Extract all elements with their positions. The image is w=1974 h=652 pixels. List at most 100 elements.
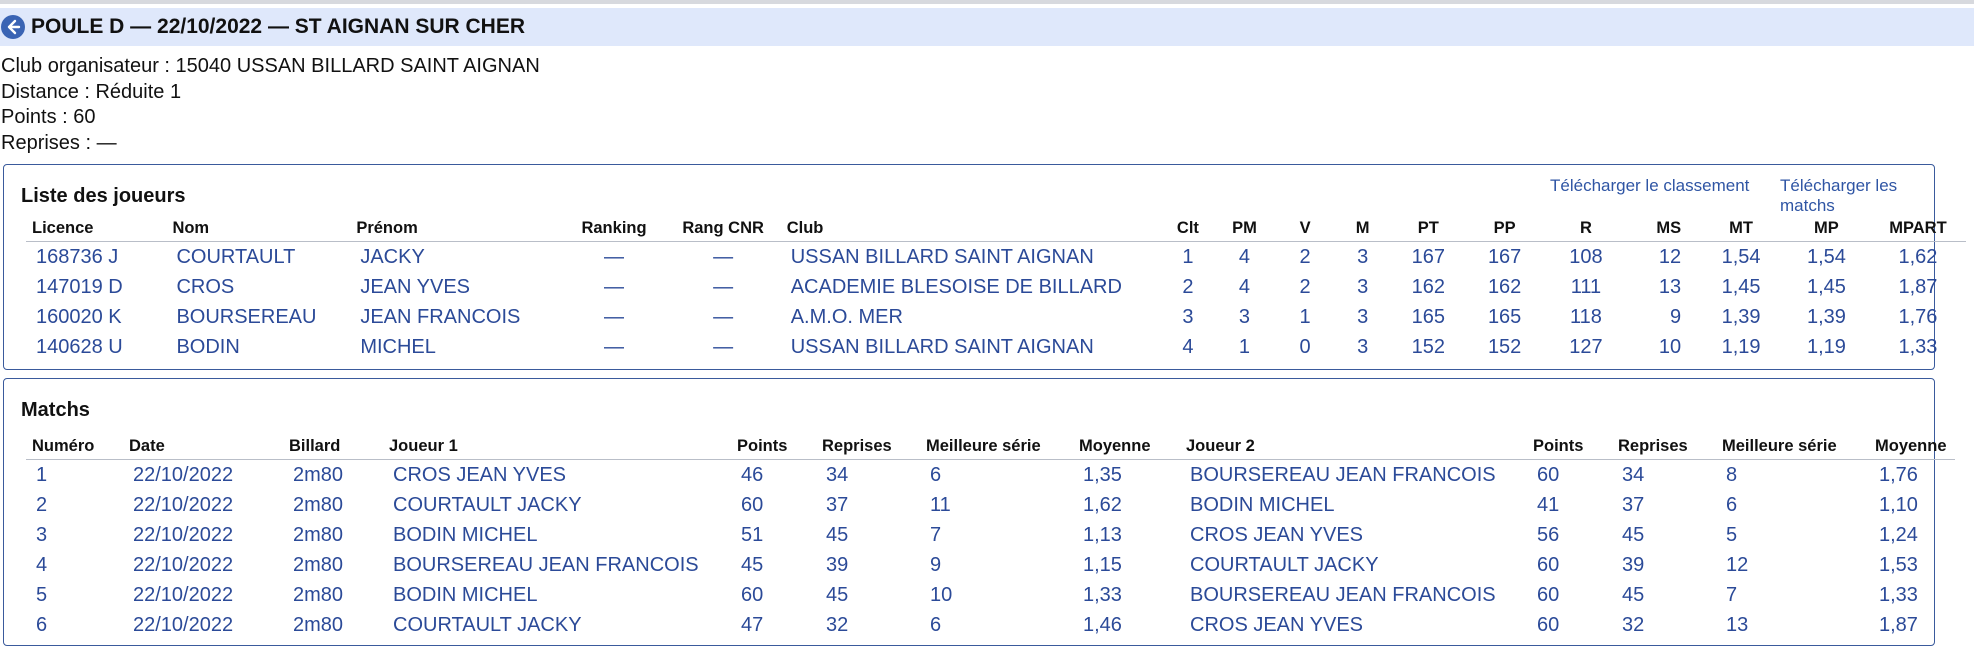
players-cell-clt[interactable]: 4 [1182,335,1194,358]
players-cell-pt[interactable]: 162 [1411,275,1446,298]
table-row[interactable]: 140628 U BODIN MICHEL — — USSAN BILLARD SAINT… [26,332,1966,362]
players-cell-ranking[interactable]: — [604,245,625,268]
players-cell-r[interactable]: 127 [1569,335,1603,358]
matches-cell-reprises-1[interactable]: 39 [826,553,849,576]
matches-cell-meilleure-serie-2[interactable]: 8 [1726,463,1738,486]
players-cell-prenom[interactable]: JEAN YVES [360,275,471,298]
players-cell-pt[interactable]: 167 [1411,245,1446,268]
matches-cell-date[interactable]: 22/10/2022 [133,613,234,636]
players-cell-pm[interactable]: 4 [1238,275,1251,298]
matches-cell-moyenne-1[interactable]: 1,33 [1083,583,1122,606]
matches-cell-moyenne-2[interactable]: 1,10 [1879,493,1918,516]
matches-cell-reprises-1[interactable]: 32 [826,613,849,636]
matches-cell-points-2[interactable]: 60 [1537,613,1560,636]
matches-cell-moyenne-2[interactable]: 1,87 [1879,613,1918,636]
table-row[interactable]: 5 22/10/2022 2m80 BODIN MICHEL 60 45 10 1,33 BOU… [26,580,1955,610]
players-cell-m[interactable]: 3 [1357,305,1369,328]
matches-cell-reprises-2[interactable]: 39 [1622,553,1645,576]
matches-cell-points-1[interactable]: 45 [741,553,764,576]
players-cell-mpart[interactable]: 1,76 [1898,305,1938,328]
players-cell-nom[interactable]: COURTAULT [176,245,296,268]
players-cell-nom[interactable]: BODIN [176,335,240,358]
matches-cell-reprises-2[interactable]: 45 [1622,583,1645,606]
matches-cell-reprises-1[interactable]: 45 [826,523,849,546]
matches-cell-meilleure-serie-1[interactable]: 9 [930,553,942,576]
players-cell-mt[interactable]: 1,19 [1721,335,1761,358]
matches-cell-joueur-1[interactable]: COURTAULT JACKY [393,493,582,516]
players-cell-v[interactable]: 2 [1299,275,1311,298]
matches-cell-billard[interactable]: 2m80 [293,583,344,606]
matches-cell-date[interactable]: 22/10/2022 [133,523,234,546]
players-cell-v[interactable]: 2 [1299,245,1311,268]
matches-cell-reprises-2[interactable]: 45 [1622,523,1645,546]
players-cell-rang-cnr[interactable]: — [713,305,734,328]
matches-cell-date[interactable]: 22/10/2022 [133,463,234,486]
matches-cell-joueur-2[interactable]: CROS JEAN YVES [1190,523,1364,546]
players-cell-mp[interactable]: 1,19 [1806,335,1846,358]
players-cell-pm[interactable]: 4 [1238,245,1251,268]
players-cell-r[interactable]: 108 [1569,245,1603,268]
matches-cell-moyenne-1[interactable]: 1,13 [1083,523,1122,546]
matches-cell-moyenne-1[interactable]: 1,35 [1083,463,1122,486]
matches-cell-meilleure-serie-1[interactable]: 10 [930,583,953,606]
matches-cell-numero[interactable]: 6 [36,613,48,636]
table-row[interactable]: 168736 J COURTAULT JACKY — — USSAN BILLARD SA… [26,242,1966,273]
players-cell-pt[interactable]: 152 [1411,335,1446,358]
table-row[interactable]: 2 22/10/2022 2m80 COURTAULT JACKY 60 37 11 1,62… [26,490,1955,520]
matches-cell-billard[interactable]: 2m80 [293,613,344,636]
matches-cell-meilleure-serie-2[interactable]: 6 [1726,493,1738,516]
players-cell-r[interactable]: 111 [1570,275,1602,298]
players-cell-mpart[interactable]: 1,62 [1898,245,1938,268]
players-cell-pp[interactable]: 162 [1487,275,1522,298]
matches-cell-moyenne-1[interactable]: 1,46 [1083,613,1122,636]
players-cell-nom[interactable]: BOURSEREAU [176,305,317,328]
matches-cell-reprises-2[interactable]: 37 [1622,493,1645,516]
matches-cell-joueur-2[interactable]: COURTAULT JACKY [1190,553,1379,576]
matches-cell-joueur-1[interactable]: COURTAULT JACKY [393,613,582,636]
matches-cell-moyenne-2[interactable]: 1,53 [1879,553,1918,576]
matches-cell-meilleure-serie-1[interactable]: 7 [930,523,942,546]
matches-cell-billard[interactable]: 2m80 [293,553,344,576]
players-cell-ms[interactable]: 9 [1670,305,1682,328]
matches-cell-joueur-2[interactable]: BOURSEREAU JEAN FRANCOIS [1190,463,1496,486]
matches-cell-joueur-2[interactable]: BODIN MICHEL [1190,493,1335,516]
matches-cell-meilleure-serie-2[interactable]: 13 [1726,613,1749,636]
matches-cell-moyenne-1[interactable]: 1,62 [1083,493,1122,516]
players-cell-mt[interactable]: 1,39 [1721,305,1761,328]
players-cell-ms[interactable]: 10 [1658,335,1682,358]
players-cell-rang-cnr[interactable]: — [713,245,734,268]
players-cell-pm[interactable]: 1 [1238,335,1251,358]
players-cell-m[interactable]: 3 [1357,275,1369,298]
matches-cell-points-2[interactable]: 60 [1537,583,1560,606]
matches-cell-numero[interactable]: 1 [36,463,48,486]
players-cell-licence[interactable]: 160020 K [36,305,122,328]
players-cell-licence[interactable]: 168736 J [36,245,119,268]
players-cell-mpart[interactable]: 1,33 [1898,335,1938,358]
matches-cell-points-1[interactable]: 46 [741,463,764,486]
matches-cell-date[interactable]: 22/10/2022 [133,553,234,576]
matches-cell-moyenne-2[interactable]: 1,24 [1879,523,1918,546]
players-cell-mp[interactable]: 1,54 [1806,245,1846,268]
players-cell-m[interactable]: 3 [1357,245,1369,268]
matches-cell-reprises-2[interactable]: 32 [1622,613,1645,636]
matches-cell-points-1[interactable]: 60 [741,493,764,516]
players-cell-r[interactable]: 118 [1570,305,1602,328]
players-cell-prenom[interactable]: JEAN FRANCOIS [360,305,521,328]
matches-cell-numero[interactable]: 3 [36,523,48,546]
matches-cell-reprises-1[interactable]: 45 [826,583,849,606]
matches-cell-numero[interactable]: 4 [36,553,48,576]
players-cell-mpart[interactable]: 1,87 [1898,275,1938,298]
players-cell-rang-cnr[interactable]: — [713,335,734,358]
players-cell-prenom[interactable]: JACKY [360,245,425,268]
matches-cell-moyenne-2[interactable]: 1,76 [1879,463,1918,486]
players-cell-ms[interactable]: 12 [1658,245,1682,268]
players-cell-ranking[interactable]: — [604,335,625,358]
matches-cell-numero[interactable]: 2 [36,493,48,516]
download-ranking-link[interactable]: Télécharger le classement [1550,176,1750,195]
players-cell-pp[interactable]: 165 [1487,305,1522,328]
matches-cell-meilleure-serie-2[interactable]: 5 [1726,523,1738,546]
matches-cell-joueur-1[interactable]: BOURSEREAU JEAN FRANCOIS [393,553,699,576]
matches-cell-points-1[interactable]: 60 [741,583,764,606]
players-cell-licence[interactable]: 147019 D [36,275,123,298]
players-cell-pm[interactable]: 3 [1238,305,1251,328]
